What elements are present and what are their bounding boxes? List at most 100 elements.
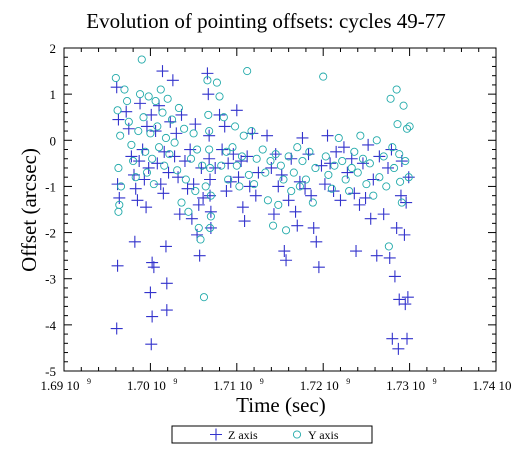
- z-axis-point: [145, 338, 158, 351]
- z-axis-point: [402, 171, 415, 184]
- z-axis-point: [213, 108, 226, 121]
- z-axis-point: [178, 155, 191, 168]
- y-axis-point: [146, 129, 155, 138]
- y-axis-point: [114, 207, 123, 216]
- y-axis-point: [205, 223, 215, 233]
- y-axis-point: [135, 90, 145, 99]
- y-axis-point: [301, 175, 310, 184]
- y-axis-point: [321, 152, 330, 161]
- y-axis-point: [174, 103, 183, 113]
- y-axis-point: [261, 168, 270, 177]
- z-axis-point: [140, 120, 153, 133]
- z-axis-point: [158, 145, 171, 158]
- z-axis-point: [145, 108, 158, 121]
- z-axis-point: [197, 191, 210, 204]
- y-axis-point: [217, 161, 226, 170]
- y-tick-label: -1: [45, 179, 56, 194]
- y-axis-point: [158, 108, 167, 117]
- y-axis-point: [338, 156, 347, 166]
- z-axis-point: [362, 138, 375, 151]
- y-tick-label: -4: [45, 318, 56, 333]
- z-axis-point: [170, 127, 183, 140]
- y-axis-point: [224, 175, 233, 184]
- chart-title: Evolution of pointing offsets: cycles 49…: [86, 9, 445, 33]
- z-axis-point: [394, 189, 407, 202]
- z-axis-point: [382, 161, 394, 174]
- x-axis-ticks: 1.69 10 9 1.70 10 9 1.71 10 9 1.72 10 9 1.73 10 9…: [41, 48, 512, 393]
- y-axis-point: [177, 198, 186, 207]
- z-axis-point: [393, 293, 406, 306]
- y-axis-point: [372, 136, 381, 145]
- y-axis-point: [205, 145, 214, 154]
- y-axis-point: [228, 143, 237, 152]
- z-axis-point: [330, 145, 343, 158]
- z-axis-point: [220, 185, 233, 198]
- y-axis-point: [148, 154, 157, 163]
- z-axis-point: [359, 191, 372, 204]
- y-axis-point: [341, 175, 350, 184]
- y-axis-ticks: 2 1 0 -1 -2 -3 -4 -5: [45, 41, 496, 379]
- x-axis-label: Time (sec): [236, 393, 326, 417]
- z-axis-point: [252, 166, 265, 179]
- y-axis-point: [347, 163, 356, 173]
- y-axis-point: [161, 133, 171, 143]
- z-axis-point: [241, 150, 254, 163]
- y-axis-point: [393, 120, 402, 129]
- y-axis-point: [263, 196, 272, 205]
- z-axis-point: [122, 122, 135, 135]
- z-axis-point: [204, 173, 217, 186]
- y-axis-point: [386, 94, 395, 103]
- z-axis-point: [128, 235, 141, 248]
- y-axis-point: [206, 212, 215, 221]
- y-axis-point: [379, 152, 388, 161]
- y-tick-label: -5: [45, 364, 56, 379]
- z-axis-point: [184, 143, 197, 156]
- y-axis-point: [198, 161, 207, 170]
- y-axis-point: [116, 182, 126, 191]
- z-axis-point: [398, 228, 411, 241]
- z-axis-point: [299, 182, 312, 195]
- z-axis-point: [125, 150, 138, 163]
- y-tick-label: 2: [50, 41, 57, 56]
- z-axis-point: [204, 189, 217, 202]
- y-axis-point: [279, 175, 288, 184]
- y-axis-point: [382, 182, 391, 191]
- y-axis-point: [170, 138, 179, 147]
- y-axis-point: [397, 198, 406, 207]
- z-axis-point: [192, 198, 205, 211]
- z-axis-point: [267, 208, 280, 221]
- y-tick-label: 1: [50, 87, 57, 102]
- z-axis-point: [327, 185, 340, 198]
- y-axis-point: [127, 140, 136, 149]
- z-axis-point: [377, 208, 390, 221]
- y-tick-label: -2: [45, 226, 56, 241]
- z-axis-point: [337, 141, 350, 154]
- z-axis-point: [364, 212, 377, 225]
- y-axis-point: [186, 154, 196, 163]
- z-axis-point: [166, 74, 179, 87]
- z-axis-point: [154, 178, 167, 191]
- y-axis-point: [237, 152, 247, 161]
- y-axis-label: Offset (arcsec): [17, 148, 41, 272]
- y-axis-point: [173, 166, 182, 175]
- y-axis-point: [396, 177, 405, 186]
- z-axis-point: [159, 240, 172, 253]
- y-axis-point: [358, 154, 367, 163]
- y-axis-point: [144, 92, 153, 101]
- y-axis-point: [243, 67, 252, 76]
- y-axis-point: [284, 152, 293, 161]
- z-axis-point: [110, 81, 123, 94]
- z-axis-point: [278, 245, 291, 258]
- x-tick-exponent: 9: [173, 377, 177, 386]
- y-axis-point: [151, 97, 160, 106]
- y-axis-point: [324, 170, 333, 179]
- z-axis-point: [315, 159, 328, 172]
- y-axis-point: [160, 161, 169, 170]
- z-axis-point: [383, 251, 396, 264]
- z-axis-point: [291, 219, 304, 232]
- z-axis-point: [203, 129, 216, 142]
- z-axis-point: [216, 143, 229, 156]
- z-axis-point: [367, 173, 380, 186]
- y-axis-point: [222, 147, 231, 156]
